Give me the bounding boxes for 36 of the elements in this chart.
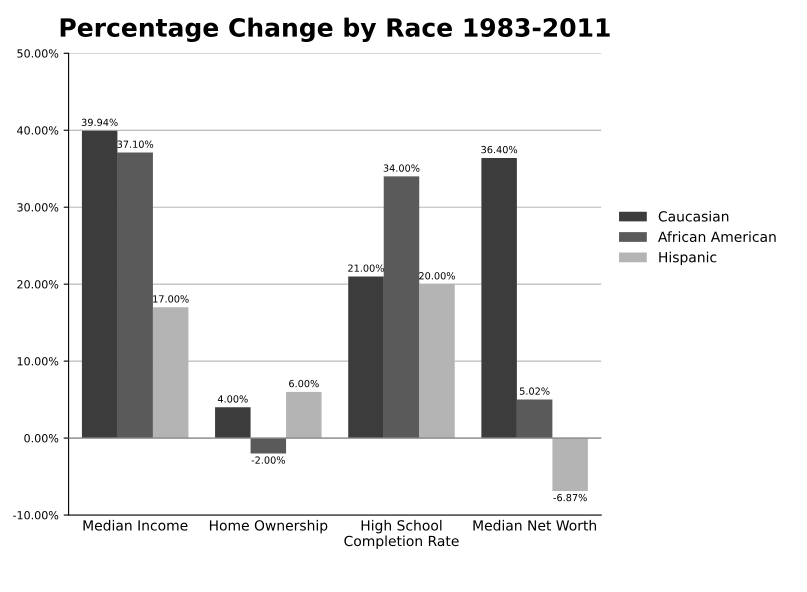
y-tick-label: 10.00% [18, 357, 58, 366]
legend-label: Hispanic [659, 252, 716, 266]
x-tick-label: Median Income [84, 520, 188, 531]
data-label: 34.00% [384, 164, 420, 172]
bar [384, 176, 420, 438]
x-tick-label: Home Ownership [210, 520, 328, 534]
x-tick-label: High School Completion Rate [344, 520, 459, 549]
y-tick-label: 50.00% [17, 49, 58, 58]
data-label: 36.40% [481, 146, 518, 154]
bar [82, 130, 118, 438]
legend-label: Caucasian [658, 210, 728, 222]
chart-title: Percentage Change by Race 1983-2011 [60, 18, 610, 42]
y-tick-label: 20.00% [17, 280, 58, 289]
data-label: 17.00% [153, 295, 189, 303]
y-tick-label: 0.00% [24, 434, 58, 442]
data-label: 5.02% [520, 387, 550, 395]
data-label: -6.87% [553, 494, 587, 502]
bar [481, 158, 517, 438]
data-label: 39.94% [82, 118, 118, 126]
y-tick-label: -10.00% [13, 511, 58, 520]
bar [286, 392, 322, 438]
bar [215, 407, 251, 438]
legend-label: African American [658, 231, 776, 242]
bar [552, 438, 588, 491]
data-label: 21.00% [348, 264, 384, 272]
y-tick-label: 40.00% [17, 126, 58, 135]
bar [516, 399, 552, 438]
y-tick-label: 30.00% [17, 203, 58, 212]
data-label: 20.00% [419, 272, 455, 280]
bar [348, 276, 384, 438]
bar [250, 438, 286, 454]
data-label: 4.00% [218, 395, 248, 403]
data-label: 6.00% [289, 380, 319, 388]
data-label: -2.00% [252, 456, 285, 464]
bar [117, 152, 153, 438]
x-tick-label: Median Net Worth [473, 520, 596, 531]
